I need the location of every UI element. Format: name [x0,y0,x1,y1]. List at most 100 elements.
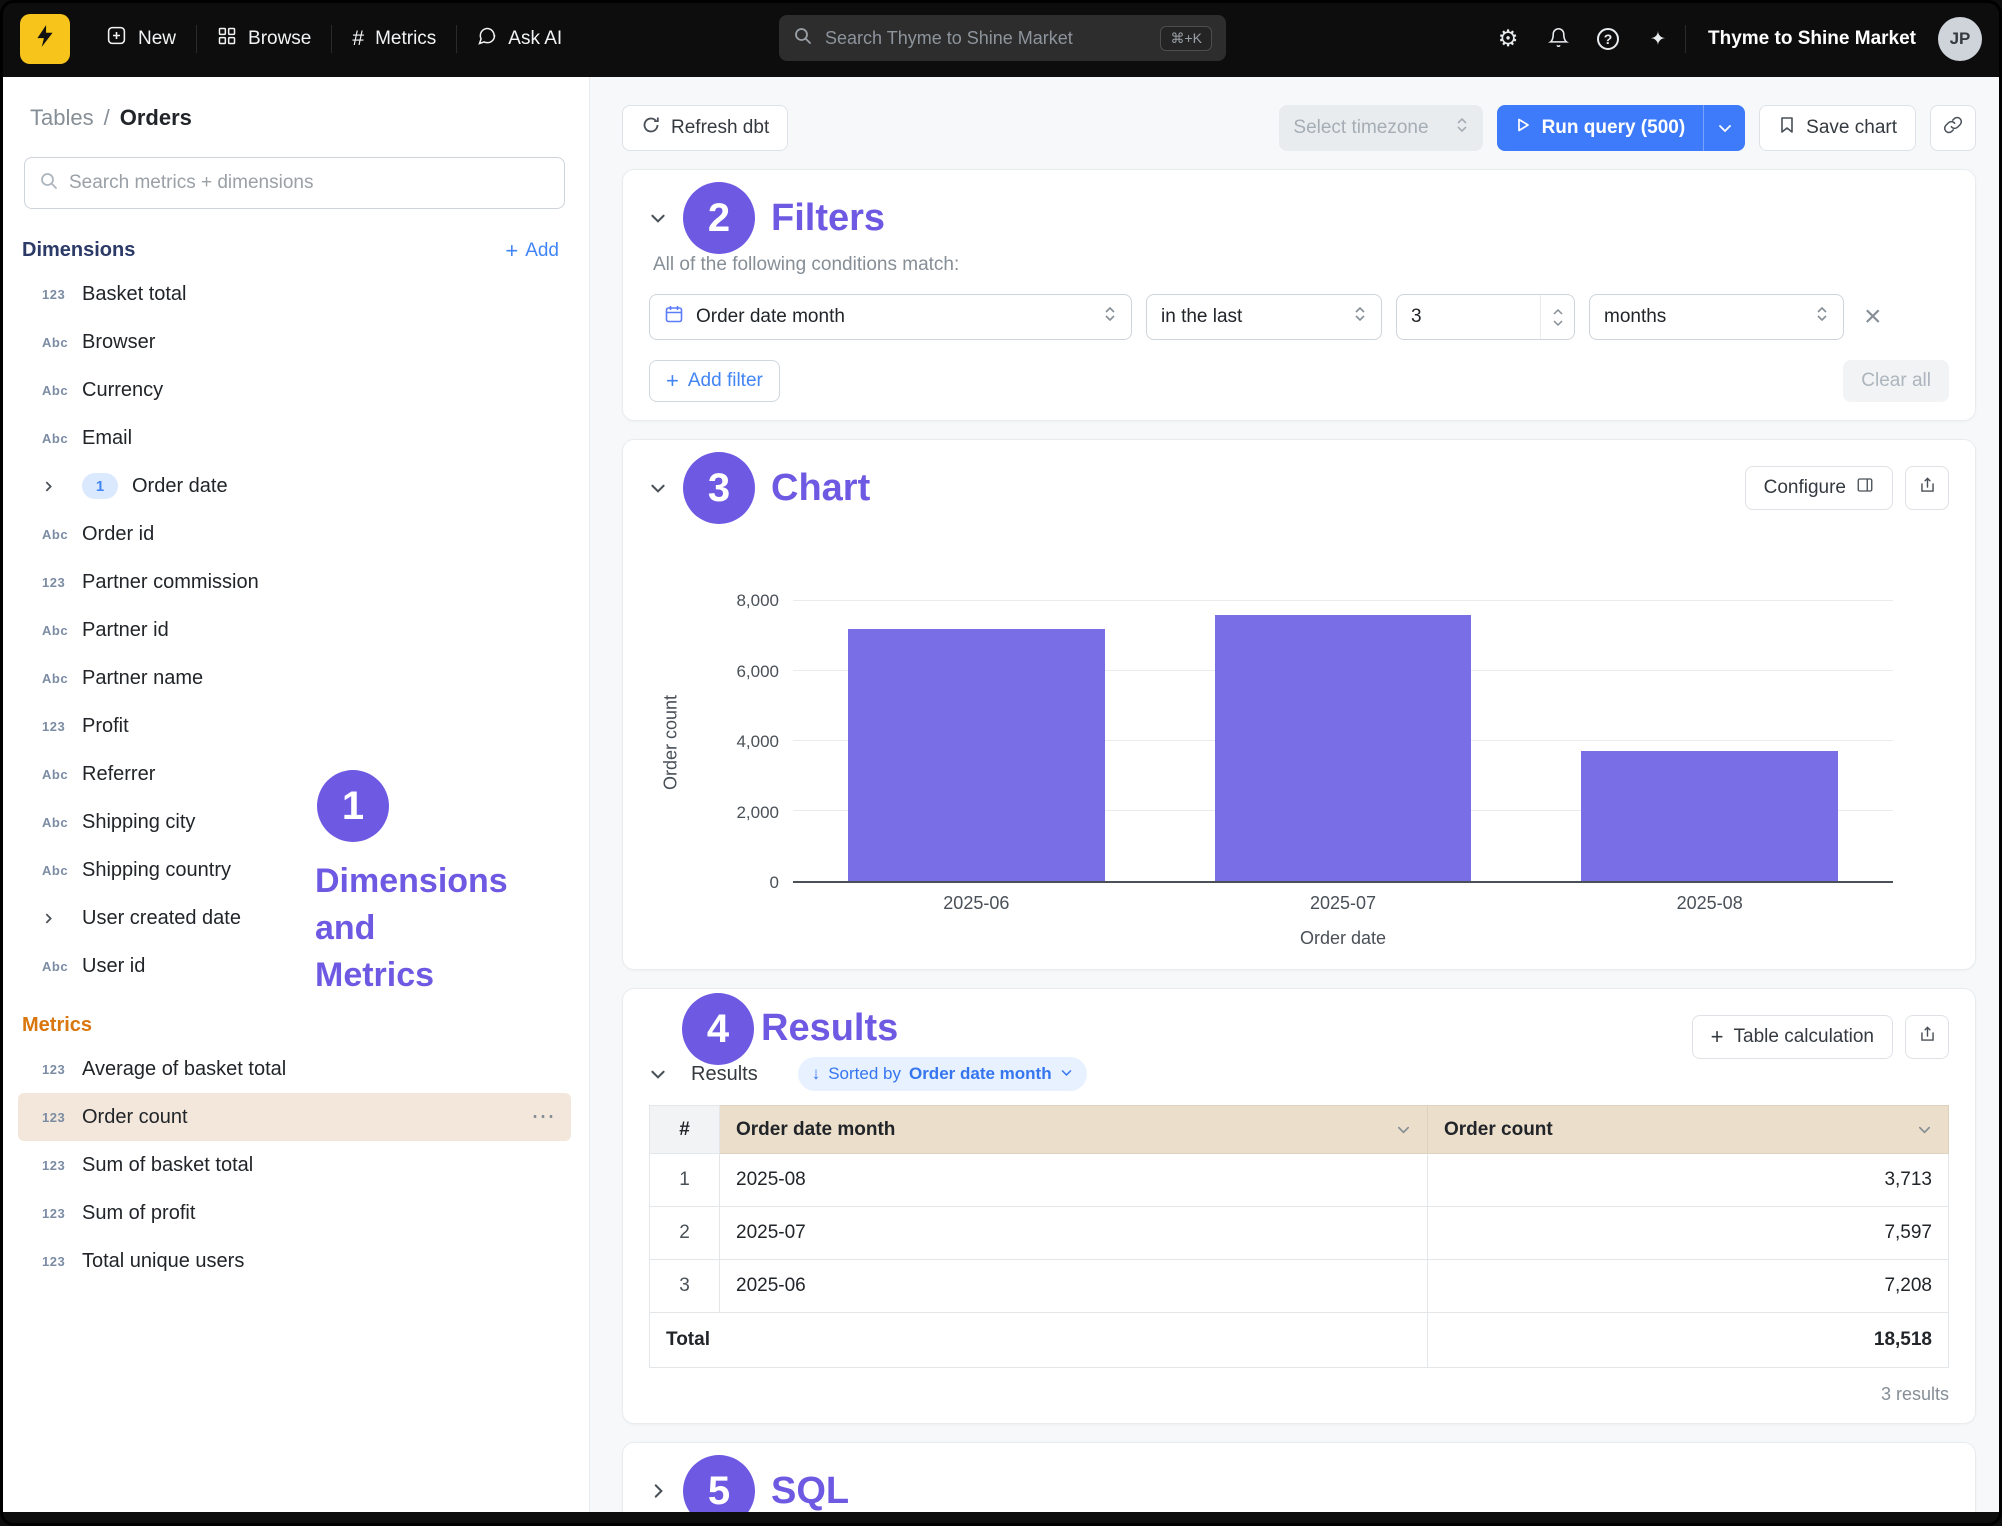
hash-icon: # [352,27,364,51]
dimension-item-profit[interactable]: 123Profit [0,702,589,750]
shortcut-badge: ⌘+K [1160,26,1212,51]
collapse-chart-icon[interactable] [649,479,667,497]
field-label: Order date [132,475,228,498]
column-header-month[interactable]: Order date month [720,1106,1428,1154]
annotation-4-circle: 4 [682,993,754,1065]
filters-title: Filters [771,197,885,240]
export-chart-button[interactable] [1905,466,1949,510]
new-button[interactable]: New [86,16,196,62]
month-cell[interactable]: 2025-08 [720,1154,1428,1207]
metrics-button[interactable]: # Metrics [332,16,456,62]
grid-icon [217,26,237,52]
number-type-icon: 123 [42,719,82,734]
share-icon [1918,1025,1937,1050]
ask-ai-button[interactable]: Ask AI [457,16,582,62]
run-query-options-button[interactable] [1703,105,1745,151]
metric-item-total-unique-users[interactable]: 123Total unique users [0,1237,589,1285]
add-filter-label: Add filter [688,370,763,392]
number-stepper[interactable] [1540,295,1574,339]
dimension-item-basket-total[interactable]: 123Basket total [0,270,589,318]
field-label: Currency [82,379,163,402]
filter-operator-select[interactable]: in the last [1146,294,1382,340]
add-label: Add [525,240,559,262]
bar-2025-06[interactable] [848,629,1105,881]
dimension-item-partner-id[interactable]: AbcPartner id [0,606,589,654]
collapse-results-icon[interactable] [649,1065,667,1083]
avatar[interactable]: JP [1938,17,1982,61]
dimension-item-currency[interactable]: AbcCurrency [0,366,589,414]
save-chart-button[interactable]: Save chart [1759,105,1916,151]
filter-field-select[interactable]: Order date month [649,294,1132,340]
whats-new-button[interactable]: ✦ [1635,16,1681,62]
dimension-item-user-created-date[interactable]: User created date [0,894,589,942]
metric-item-average-of-basket-total[interactable]: 123Average of basket total [0,1045,589,1093]
filter-value-input[interactable]: 3 [1396,294,1575,340]
table-calculation-button[interactable]: + Table calculation [1692,1015,1893,1059]
string-type-icon: Abc [42,527,82,542]
panel-icon [1856,476,1874,500]
field-label: Referrer [82,763,155,786]
global-search-input[interactable] [825,28,1148,49]
dimension-item-order-date[interactable]: 1Order date [0,462,589,510]
field-label: Order count [82,1106,188,1129]
metrics-label: Metrics [375,28,436,50]
refresh-dbt-button[interactable]: Refresh dbt [622,105,788,151]
browse-button[interactable]: Browse [197,16,331,62]
dimension-item-partner-commission[interactable]: 123Partner commission [0,558,589,606]
metric-item-sum-of-basket-total[interactable]: 123Sum of basket total [0,1141,589,1189]
metric-item-sum-of-profit[interactable]: 123Sum of profit [0,1189,589,1237]
expand-sql-icon[interactable] [649,1482,667,1500]
dimension-item-shipping-city[interactable]: AbcShipping city [0,798,589,846]
help-button[interactable]: ? [1585,16,1631,62]
share-link-button[interactable] [1930,105,1976,151]
chat-sparkle-icon [477,26,497,52]
metric-item-order-count[interactable]: 123Order count⋯ [18,1093,571,1141]
fields-search[interactable] [24,157,565,209]
clear-all-button[interactable]: Clear all [1843,360,1949,402]
run-query-button[interactable]: Run query (500) [1497,105,1746,151]
lightdash-logo[interactable] [20,14,70,64]
app-window: New Browse # Metrics Ask AI ⌘+K [0,0,2002,1526]
table-row-3: 32025-067,208 [650,1260,1949,1313]
collapse-filters-icon[interactable] [649,209,667,227]
plus-icon: + [505,240,518,262]
dimension-item-partner-name[interactable]: AbcPartner name [0,654,589,702]
column-header-count[interactable]: Order count [1428,1106,1949,1154]
chevron-right-icon [42,480,82,493]
remove-filter-icon[interactable]: × [1858,302,1888,332]
notifications-button[interactable] [1535,16,1581,62]
field-label: User created date [82,907,241,930]
count-cell[interactable]: 3,713 [1428,1154,1949,1207]
bar-2025-08[interactable] [1581,751,1838,881]
configure-button[interactable]: Configure [1745,466,1893,510]
dimension-item-email[interactable]: AbcEmail [0,414,589,462]
dimension-item-user-id[interactable]: AbcUser id [0,942,589,990]
add-filter-button[interactable]: + Add filter [649,360,780,402]
dimension-item-order-id[interactable]: AbcOrder id [0,510,589,558]
dimension-item-browser[interactable]: AbcBrowser [0,318,589,366]
chart-card: 3 Chart Configure Order count 02,0004,00… [622,439,1976,970]
month-cell[interactable]: 2025-07 [720,1207,1428,1260]
sort-pill[interactable]: ↓ Sorted by Order date month [798,1057,1087,1091]
dimension-item-shipping-country[interactable]: AbcShipping country [0,846,589,894]
export-results-button[interactable] [1905,1015,1949,1059]
bar-2025-07[interactable] [1215,615,1472,881]
filter-unit-select[interactable]: months [1589,294,1844,340]
count-cell[interactable]: 7,208 [1428,1260,1949,1313]
breadcrumb-tables[interactable]: Tables [30,105,94,131]
row-index-cell: 3 [650,1260,720,1313]
count-cell[interactable]: 7,597 [1428,1207,1949,1260]
total-row: Total 18,518 [650,1313,1949,1368]
settings-button[interactable]: ⚙ [1485,16,1531,62]
string-type-icon: Abc [42,959,82,974]
org-name[interactable]: Thyme to Shine Market [1690,28,1934,50]
browse-label: Browse [248,28,311,50]
run-query-label: Run query (500) [1542,117,1686,139]
timezone-select[interactable]: Select timezone [1279,105,1482,151]
global-search[interactable]: ⌘+K [779,15,1226,61]
dimension-item-referrer[interactable]: AbcReferrer [0,750,589,798]
dimensions-heading: Dimensions [22,239,135,262]
month-cell[interactable]: 2025-06 [720,1260,1428,1313]
fields-search-input[interactable] [69,172,550,194]
add-dimension-button[interactable]: + Add [505,240,559,262]
